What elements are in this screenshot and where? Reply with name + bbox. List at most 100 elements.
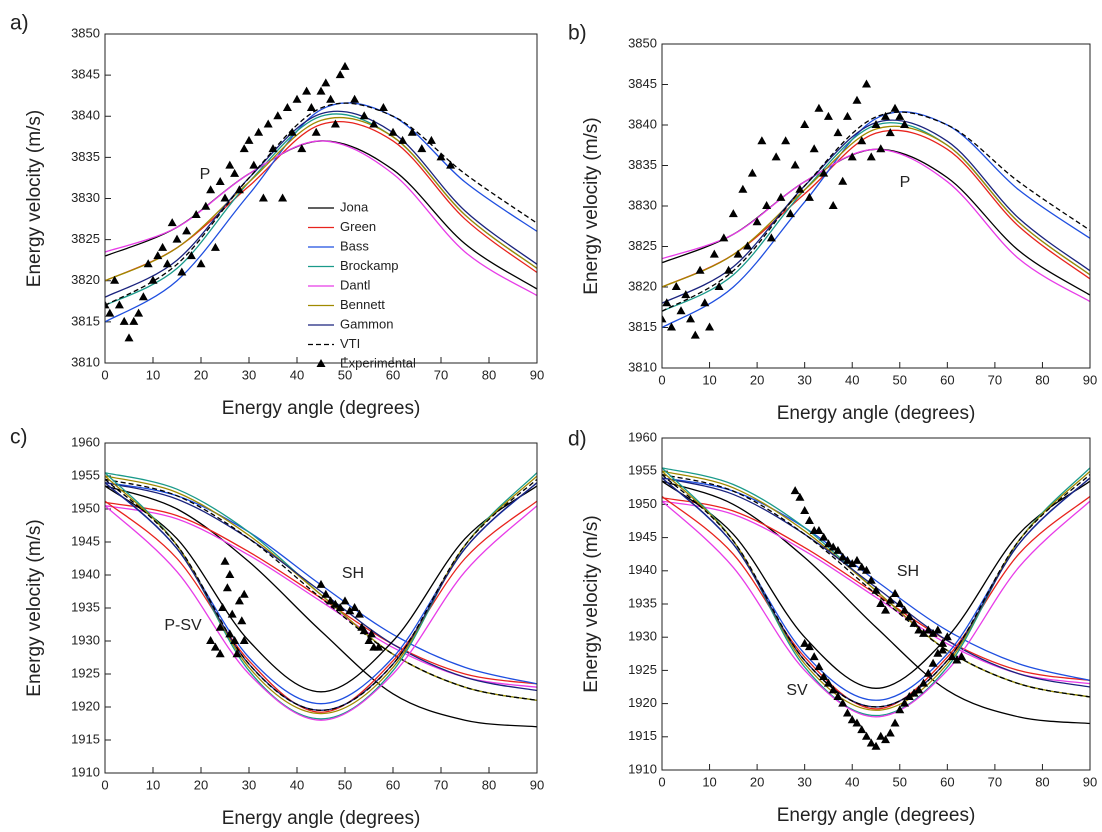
plot-frame <box>661 43 1091 369</box>
data-point <box>785 209 795 218</box>
data-point <box>861 565 871 574</box>
data-point <box>177 267 187 276</box>
x-tick-label: 20 <box>750 774 764 789</box>
data-point <box>340 596 350 605</box>
data-point <box>426 135 436 144</box>
x-tick-label: 0 <box>101 777 108 792</box>
data-point <box>378 103 388 112</box>
series-line <box>662 122 1090 312</box>
x-tick-label: 0 <box>658 372 665 387</box>
data-point <box>254 127 264 136</box>
data-point <box>306 103 316 112</box>
plot-frame <box>661 437 1091 771</box>
panel-label: a) <box>10 12 29 35</box>
data-point <box>957 652 967 661</box>
data-point <box>766 233 776 242</box>
legend-label: Bennett <box>340 297 385 312</box>
data-point <box>237 616 247 625</box>
data-point <box>369 119 379 128</box>
x-tick-label: 70 <box>988 774 1002 789</box>
panel-label: c) <box>10 426 28 449</box>
data-point <box>114 300 124 309</box>
y-tick-label: 1955 <box>71 467 100 482</box>
y-tick-label: 1915 <box>71 731 100 746</box>
data-point <box>220 556 230 565</box>
annotation: SV <box>786 682 808 699</box>
data-point <box>852 718 862 727</box>
data-point <box>695 265 705 274</box>
data-point <box>819 168 829 177</box>
data-point <box>700 298 710 307</box>
data-point <box>230 636 240 644</box>
data-point <box>321 78 331 87</box>
panel-label: d) <box>568 428 587 451</box>
panel: d) Energy angle (degrees) Energy velocity … <box>568 428 1097 826</box>
data-point <box>316 579 326 588</box>
data-point <box>900 120 910 128</box>
data-point <box>828 685 838 694</box>
data-point <box>900 698 910 707</box>
x-tick-label: 90 <box>530 367 544 382</box>
data-point <box>885 728 895 737</box>
data-point <box>690 330 700 339</box>
y-tick-label: 1940 <box>628 562 657 577</box>
data-point <box>153 251 163 260</box>
x-axis-label: Energy angle (degrees) <box>777 403 976 424</box>
data-point <box>847 152 857 161</box>
plot-frame <box>104 442 538 774</box>
data-point <box>215 649 225 658</box>
data-point <box>823 539 833 548</box>
data-point <box>895 599 905 607</box>
annotation: SH <box>342 565 364 582</box>
data-point <box>804 642 814 651</box>
data-point <box>210 642 220 651</box>
annotation: SH <box>897 563 919 580</box>
data-point <box>790 160 800 169</box>
data-point <box>938 638 948 647</box>
data-point <box>263 119 273 128</box>
data-point <box>871 585 881 594</box>
data-point <box>340 61 350 70</box>
data-point <box>239 144 249 153</box>
data-point <box>374 642 384 651</box>
data-point <box>335 603 345 611</box>
data-point <box>743 241 753 250</box>
x-tick-label: 60 <box>940 774 954 789</box>
data-point <box>273 111 283 120</box>
data-point <box>407 127 417 136</box>
data-point <box>218 603 228 611</box>
y-tick-label: 3845 <box>71 67 100 82</box>
x-tick-label: 0 <box>101 367 108 382</box>
x-tick-label: 70 <box>988 372 1002 387</box>
series-line <box>105 110 537 298</box>
data-point <box>800 506 810 515</box>
data-point <box>733 249 743 258</box>
x-tick-label: 50 <box>338 367 352 382</box>
y-tick-label: 1920 <box>71 698 100 713</box>
data-point <box>857 725 867 734</box>
data-point <box>814 103 824 112</box>
data-point <box>350 94 360 103</box>
data-point <box>890 103 900 112</box>
data-point <box>225 160 235 169</box>
data-point <box>842 555 852 564</box>
data-point <box>366 629 376 638</box>
x-tick-label: 30 <box>797 774 811 789</box>
data-point <box>795 492 805 501</box>
x-tick-label: 50 <box>893 372 907 387</box>
data-point <box>249 160 259 169</box>
data-point <box>709 249 719 258</box>
series-line <box>662 119 1090 304</box>
data-point <box>861 731 871 740</box>
data-point <box>206 185 216 194</box>
data-point <box>436 152 446 161</box>
data-point <box>671 282 681 290</box>
data-point <box>762 201 772 209</box>
series-line <box>105 505 537 721</box>
x-tick-label: 80 <box>1035 372 1049 387</box>
x-tick-label: 30 <box>242 777 256 792</box>
data-point <box>828 201 838 209</box>
x-tick-label: 40 <box>845 372 859 387</box>
data-point <box>871 741 881 750</box>
